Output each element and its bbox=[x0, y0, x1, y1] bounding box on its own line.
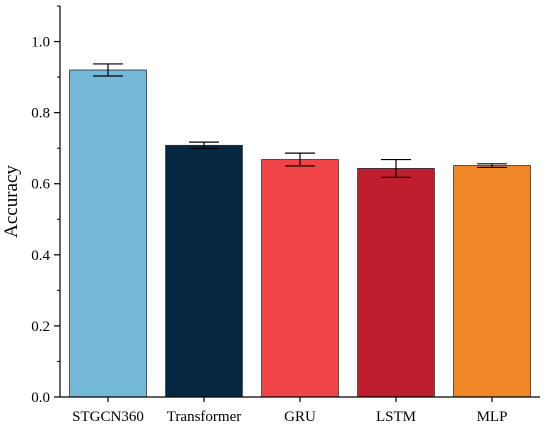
y-tick-label: 0.2 bbox=[31, 319, 50, 335]
x-tick-labels-group: STGCN360 Transformer GRU LSTM MLP bbox=[72, 409, 507, 425]
error-bar-lstm bbox=[381, 158, 411, 178]
bar-transformer bbox=[165, 144, 243, 398]
x-tick-label: LSTM bbox=[376, 409, 416, 425]
bar-gru bbox=[261, 159, 339, 398]
y-axis-title: Accuracy bbox=[1, 165, 22, 238]
y-tick-label: 0.4 bbox=[31, 248, 50, 264]
error-bar-gru bbox=[285, 152, 315, 167]
bar-lstm bbox=[357, 168, 435, 398]
error-bar-stgcn360 bbox=[93, 63, 123, 77]
error-bar-transformer bbox=[189, 141, 219, 150]
x-tick-label: STGCN360 bbox=[72, 409, 144, 425]
x-tick-label: Transformer bbox=[167, 409, 241, 425]
error-bar-mlp bbox=[477, 163, 507, 168]
y-tick-label: 0.0 bbox=[31, 390, 50, 406]
x-tick-label: MLP bbox=[477, 409, 508, 425]
y-tick-label: 1.0 bbox=[31, 35, 50, 51]
bar-stgcn360 bbox=[69, 69, 147, 398]
x-tick-label: GRU bbox=[284, 409, 316, 425]
y-tick-labels-group: 0.0 0.2 0.4 0.6 0.8 1.0 bbox=[31, 35, 50, 406]
y-tick-label: 0.6 bbox=[31, 177, 50, 193]
y-tick-label: 0.8 bbox=[31, 106, 50, 122]
axes-group bbox=[54, 5, 540, 402]
error-bars-group bbox=[93, 63, 507, 178]
bar-mlp bbox=[453, 165, 531, 398]
bars-group bbox=[69, 69, 531, 398]
